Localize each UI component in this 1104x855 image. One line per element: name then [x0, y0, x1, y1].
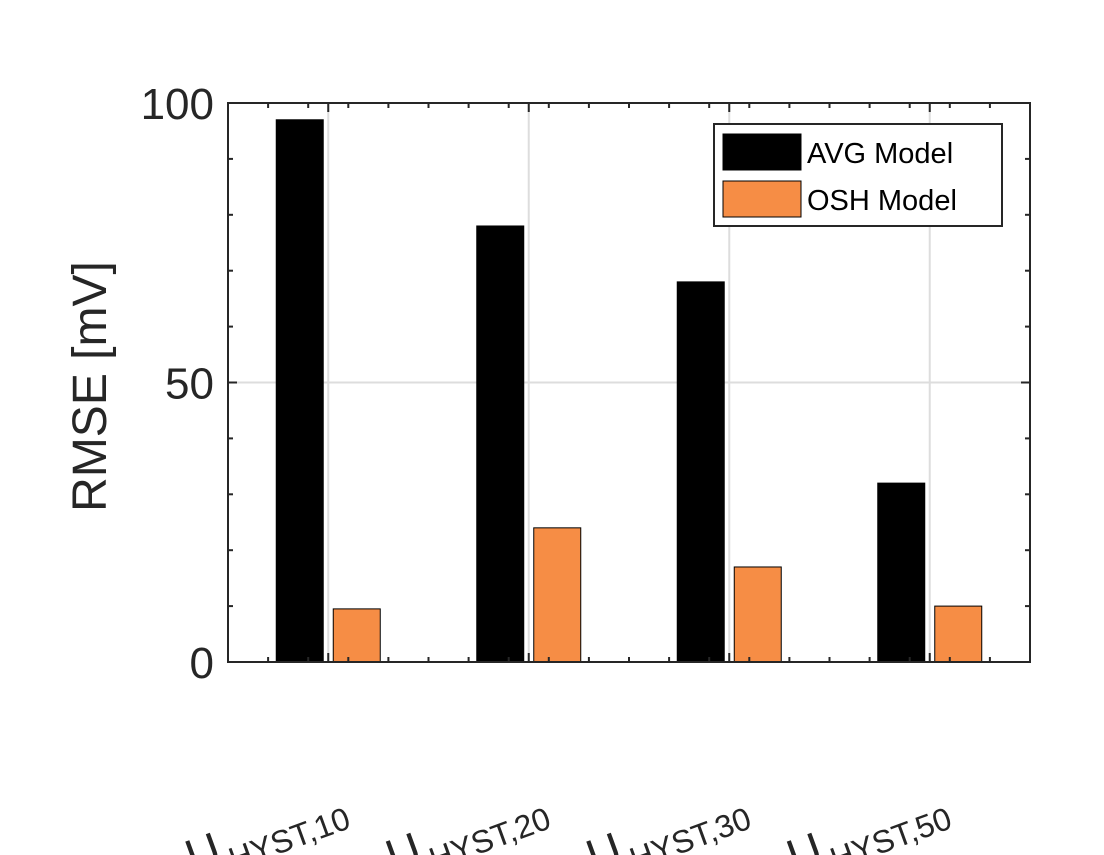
bar-osh-model — [332, 608, 381, 663]
x-tick-label: UHYST,50 — [780, 777, 956, 855]
bar-osh-model — [934, 605, 983, 663]
legend-swatch — [722, 180, 802, 218]
bar-avg-model — [877, 482, 926, 663]
bar-osh-model — [733, 566, 782, 663]
x-tick-label-main: U — [579, 822, 628, 855]
bar-osh-model — [533, 527, 582, 663]
y-axis-title: RMSE [mV] — [64, 261, 117, 512]
x-tick-label: UHYST,30 — [579, 777, 755, 855]
x-tick-label-sub: HYST,20 — [424, 800, 555, 855]
bar-avg-model — [476, 225, 525, 663]
x-tick-label-main: U — [780, 822, 829, 855]
x-tick-label-sub: HYST,50 — [825, 800, 956, 855]
bar-avg-model — [275, 119, 324, 663]
legend-label: OSH Model — [807, 185, 957, 217]
y-tick-label: 0 — [190, 639, 214, 688]
x-tick-label-sub: HYST,30 — [625, 800, 756, 855]
x-tick-label: UHYST,10 — [178, 777, 354, 855]
y-tick-labels: 0 50 100 — [141, 80, 214, 688]
y-tick-label: 50 — [165, 360, 214, 409]
x-tick-label: UHYST,20 — [379, 777, 555, 855]
legend-swatch — [722, 133, 802, 171]
x-tick-label-main: U — [379, 822, 428, 855]
bar-avg-model — [676, 281, 725, 663]
bars — [275, 119, 983, 663]
x-tick-label-sub: HYST,10 — [224, 800, 355, 855]
y-tick-label: 100 — [141, 80, 214, 129]
legend: AVG Model OSH Model — [713, 123, 1003, 227]
x-tick-label-main: U — [178, 822, 227, 855]
axis-ticks — [227, 102, 1031, 663]
legend-label: AVG Model — [807, 138, 953, 170]
x-tick-labels: UHYST,10 UHYST,20 UHYST,30 UHYST,50 — [178, 777, 956, 855]
